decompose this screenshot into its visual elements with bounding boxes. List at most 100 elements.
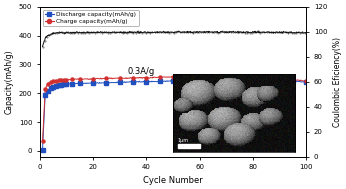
Point [257, 31, 263, 34]
Discharge capacity(mAh/g) [158, 80, 162, 82]
Discharge capacity(mAh/g) [46, 90, 50, 92]
Point [59, 31, 64, 34]
Point [65, 31, 71, 34]
Point [42, 39, 47, 42]
Point [171, 31, 176, 34]
Discharge capacity(mAh/g) [70, 83, 74, 85]
Charge capacity(mAh/g) [224, 75, 228, 77]
Discharge capacity(mAh/g) [43, 94, 47, 96]
Point [291, 31, 297, 34]
Point [240, 30, 246, 33]
Discharge capacity(mAh/g) [171, 80, 175, 82]
Point [204, 30, 210, 33]
Point [255, 29, 261, 33]
Point [181, 31, 187, 34]
Discharge capacity(mAh/g) [64, 83, 69, 85]
Charge capacity(mAh/g) [291, 78, 295, 81]
Point [276, 31, 282, 34]
Point [266, 31, 271, 34]
Point [285, 31, 290, 34]
Line: Discharge capacity(mAh/g): Discharge capacity(mAh/g) [41, 77, 308, 151]
Discharge capacity(mAh/g) [264, 79, 268, 81]
Charge capacity(mAh/g) [91, 78, 95, 80]
Point [158, 31, 164, 34]
Point [179, 30, 185, 33]
Point [147, 31, 153, 34]
Discharge capacity(mAh/g) [237, 78, 242, 80]
Point [109, 31, 115, 34]
Point [137, 31, 143, 34]
Charge capacity(mAh/g) [40, 140, 45, 143]
Point [274, 31, 280, 34]
Point [69, 31, 75, 34]
Point [234, 31, 240, 34]
Point [268, 31, 273, 34]
Discharge capacity(mAh/g) [131, 81, 135, 83]
Point [194, 30, 200, 33]
Discharge capacity(mAh/g) [40, 149, 45, 151]
Charge capacity(mAh/g) [251, 76, 255, 78]
Point [221, 31, 227, 34]
Point [105, 31, 111, 34]
Point [295, 31, 301, 34]
Point [217, 31, 223, 34]
Point [247, 31, 252, 34]
Point [135, 30, 140, 33]
Point [95, 30, 100, 33]
Point [99, 31, 104, 34]
Point [207, 30, 212, 33]
X-axis label: Cycle Number: Cycle Number [143, 176, 203, 185]
Discharge capacity(mAh/g) [91, 82, 95, 84]
Point [63, 31, 69, 34]
Point [293, 32, 299, 35]
Point [80, 31, 85, 34]
Point [74, 30, 79, 33]
Discharge capacity(mAh/g) [198, 78, 202, 81]
Point [61, 31, 66, 34]
Point [289, 31, 295, 34]
Point [67, 31, 73, 34]
Point [154, 31, 160, 34]
Point [93, 31, 98, 34]
Point [76, 31, 81, 34]
Charge capacity(mAh/g) [118, 77, 122, 79]
Discharge capacity(mAh/g) [224, 78, 228, 80]
Discharge capacity(mAh/g) [277, 79, 282, 81]
Y-axis label: Coulombic Eficiency(%): Coulombic Eficiency(%) [333, 37, 342, 127]
Point [120, 32, 126, 35]
Point [202, 31, 208, 34]
Point [219, 30, 225, 33]
Charge capacity(mAh/g) [78, 78, 82, 80]
Point [122, 31, 128, 34]
Point [302, 31, 307, 34]
Point [209, 30, 214, 33]
Point [156, 31, 162, 34]
Point [78, 31, 83, 34]
Line: Charge capacity(mAh/g): Charge capacity(mAh/g) [41, 74, 308, 143]
Point [245, 31, 250, 34]
Point [114, 31, 119, 34]
Discharge capacity(mAh/g) [78, 82, 82, 84]
Point [88, 31, 94, 34]
Charge capacity(mAh/g) [171, 76, 175, 78]
Point [145, 31, 151, 34]
Point [173, 30, 179, 33]
Point [283, 30, 288, 33]
Text: 0.3A/g: 0.3A/g [128, 67, 155, 76]
Point [128, 30, 134, 33]
Charge capacity(mAh/g) [131, 77, 135, 79]
Point [86, 31, 92, 34]
Charge capacity(mAh/g) [158, 76, 162, 78]
Charge capacity(mAh/g) [54, 80, 58, 82]
Point [200, 31, 206, 34]
Point [126, 31, 132, 34]
Charge capacity(mAh/g) [56, 79, 61, 82]
Point [264, 31, 269, 34]
Charge capacity(mAh/g) [70, 78, 74, 81]
Point [249, 31, 255, 34]
Point [211, 31, 217, 34]
Point [238, 31, 244, 34]
Point [55, 31, 60, 34]
Discharge capacity(mAh/g) [144, 81, 148, 83]
Point [226, 30, 231, 33]
